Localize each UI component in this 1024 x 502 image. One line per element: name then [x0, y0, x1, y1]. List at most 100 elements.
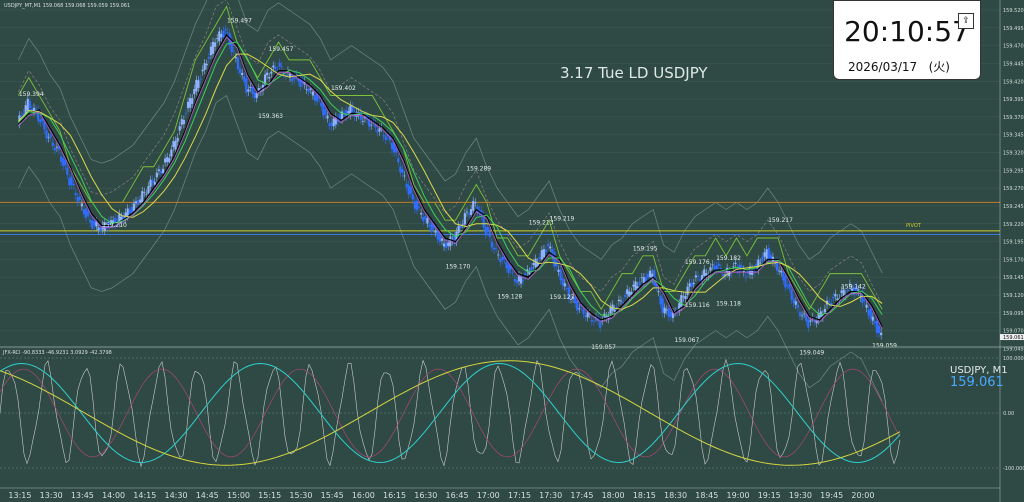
candle-body [191, 98, 194, 104]
price-label: 159.210 [102, 222, 127, 229]
candle-body [107, 221, 111, 228]
candle-body [151, 179, 154, 183]
candle-body [526, 269, 529, 272]
candle-body [467, 213, 471, 215]
candle-body [313, 94, 317, 101]
candle-body [324, 108, 327, 115]
candle-body [474, 202, 477, 204]
indicator-header: JFX-RCI -90.8333 -46.9231 3.0929 -42.379… [2, 350, 112, 356]
candle-body [848, 283, 852, 286]
y-tick-label: 159.120 [1003, 293, 1024, 299]
candle-body [786, 285, 789, 286]
pin-icon[interactable]: ⇪ [958, 13, 974, 29]
candle-body [201, 69, 204, 72]
candle-body [340, 111, 344, 120]
level-lines [0, 201, 1000, 235]
candle-body [447, 242, 450, 246]
candle-body [180, 119, 183, 125]
candle-body [482, 215, 485, 228]
rci-medium [0, 363, 901, 464]
candle-body [143, 191, 146, 193]
candle-body [544, 249, 548, 253]
candle-body [794, 301, 797, 305]
rci-medium-red [0, 368, 901, 458]
candle-body [705, 273, 708, 276]
candle-body [97, 227, 100, 231]
candle-body [759, 262, 762, 264]
candle-body [189, 98, 192, 108]
price-label: 159.128 [498, 293, 523, 300]
candle-body [524, 273, 527, 276]
price-label: 159.394 [19, 91, 44, 98]
candle-body [45, 130, 48, 139]
candle-body [47, 137, 50, 139]
candle-body [753, 269, 756, 273]
candle-body [501, 256, 504, 261]
candle-body [780, 270, 783, 273]
candle-body [420, 212, 423, 215]
candle-body [615, 307, 618, 309]
candle-body [130, 206, 133, 213]
x-tick-label: 19:00 [726, 491, 749, 500]
candle-body [609, 306, 612, 314]
candle-body [211, 41, 215, 54]
candle-body [336, 117, 340, 122]
candle-body [863, 299, 866, 302]
candle-body [676, 310, 679, 313]
candle-body [186, 101, 190, 109]
rci-short [0, 358, 901, 468]
candle-body [803, 313, 806, 315]
candle-body [26, 98, 29, 111]
candle-body [590, 319, 593, 322]
candle-body [374, 124, 377, 128]
candle-body [465, 211, 469, 213]
candle-body [636, 286, 639, 289]
y-tick-label: 159.370 [1003, 115, 1024, 121]
candle-body [734, 262, 737, 264]
y-tick-label: 159.170 [1003, 257, 1024, 263]
candle-body [490, 241, 494, 248]
y-tick-label: 159.470 [1003, 44, 1024, 50]
candle-body [274, 66, 277, 70]
candle-body [51, 142, 54, 146]
candle-body [865, 304, 868, 308]
price-panel-label: USDJPY, M1 [950, 365, 1008, 376]
candle-body [476, 206, 479, 213]
y-tick-label: 159.420 [1003, 79, 1024, 85]
x-tick-label: 16:15 [383, 491, 406, 500]
candle-body [199, 78, 202, 80]
candle-body [638, 281, 641, 286]
candle-body [105, 225, 108, 228]
candle-body [649, 270, 652, 277]
candle-body [253, 92, 256, 98]
candle-body [309, 88, 312, 90]
candle-body [505, 262, 508, 269]
candle-body [438, 233, 441, 242]
candle-body [453, 235, 456, 243]
candle-body [266, 72, 269, 76]
candle-body [299, 78, 302, 87]
candle-body [630, 291, 633, 295]
candle-body [503, 256, 506, 260]
candle-body [442, 243, 446, 247]
candle-body [397, 158, 400, 163]
candle-body [230, 39, 233, 52]
candle-body [832, 296, 835, 299]
candle-body [176, 137, 179, 142]
x-tick-label: 13:45 [71, 491, 94, 500]
candle-body [626, 289, 629, 295]
candle-body [709, 267, 712, 271]
candle-body [642, 277, 645, 284]
ichimoku-span [18, 0, 883, 306]
candle-body [567, 287, 571, 299]
candle-body [361, 120, 364, 122]
candle-body [32, 107, 36, 112]
candle-body [120, 216, 123, 222]
axis-strip [1000, 0, 1024, 502]
candle-body [291, 78, 294, 81]
price-axis: 159.520 159.495 159.470 159.445 159.420 159.3… [999, 0, 1024, 502]
candle-body [395, 147, 398, 153]
candle-body [830, 302, 833, 305]
ma-purple [18, 36, 883, 330]
